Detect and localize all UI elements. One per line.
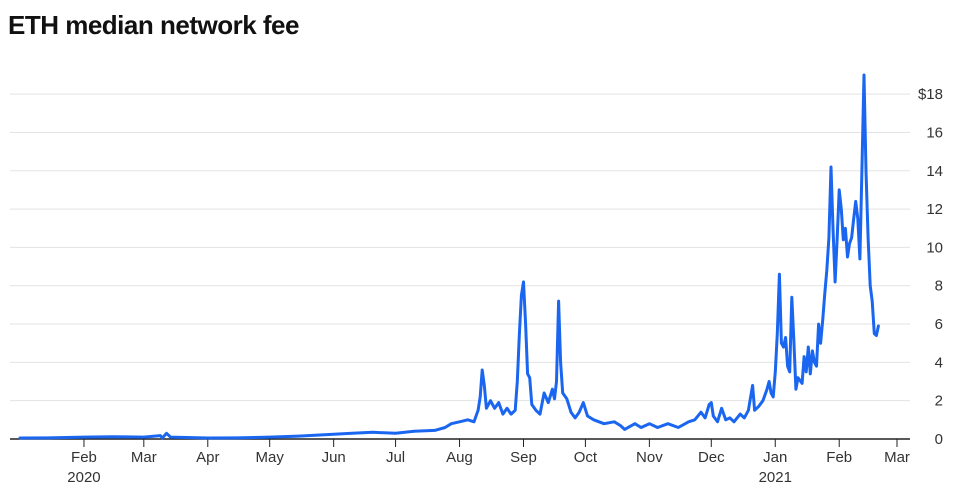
y-tick-label: 6 [935, 316, 943, 333]
x-tick-label: Dec [698, 449, 725, 466]
x-tick-label: Mar [884, 449, 910, 466]
x-tick-label: Jun [322, 449, 346, 466]
x-tick-label: May [256, 449, 285, 466]
y-tick-label: 10 [926, 239, 943, 256]
y-tick-label: 2 [935, 393, 943, 410]
y-tick-label: 4 [935, 354, 943, 371]
grid-layer [10, 93, 910, 440]
y-tick-label: $18 [918, 86, 943, 103]
x-tick-label: Nov [636, 449, 663, 466]
x-tick-label: Oct [574, 449, 598, 466]
y-tick-label: 12 [926, 201, 943, 218]
y-axis: 0 2 4 6 8 10 12 14 16 $18 [918, 86, 943, 448]
x-tick-label: Feb [826, 449, 852, 466]
y-tick-label: 8 [935, 278, 943, 295]
x-tick-label: Jan [763, 449, 787, 466]
series-layer [18, 73, 880, 440]
x-tick-year-label: 2020 [67, 469, 100, 486]
x-tick-label: Apr [196, 449, 219, 466]
series-line-eth-fee [18, 73, 880, 440]
x-tick-label: Sep [510, 449, 537, 466]
y-tick-label: 0 [935, 431, 943, 448]
x-tick-year-label: 2021 [759, 469, 792, 486]
x-tick-label: Jul [386, 449, 405, 466]
x-axis: Feb 2020 Mar Apr May Jun Jul Aug Sep Oct Nov Dec Jan… [67, 439, 910, 486]
chart-title: ETH median network fee [8, 10, 299, 40]
y-tick-label: 14 [926, 163, 943, 180]
x-tick-label: Aug [446, 449, 473, 466]
x-tick-label: Feb [71, 449, 97, 466]
y-tick-label: 16 [926, 124, 943, 141]
x-tick-label: Mar [131, 449, 157, 466]
